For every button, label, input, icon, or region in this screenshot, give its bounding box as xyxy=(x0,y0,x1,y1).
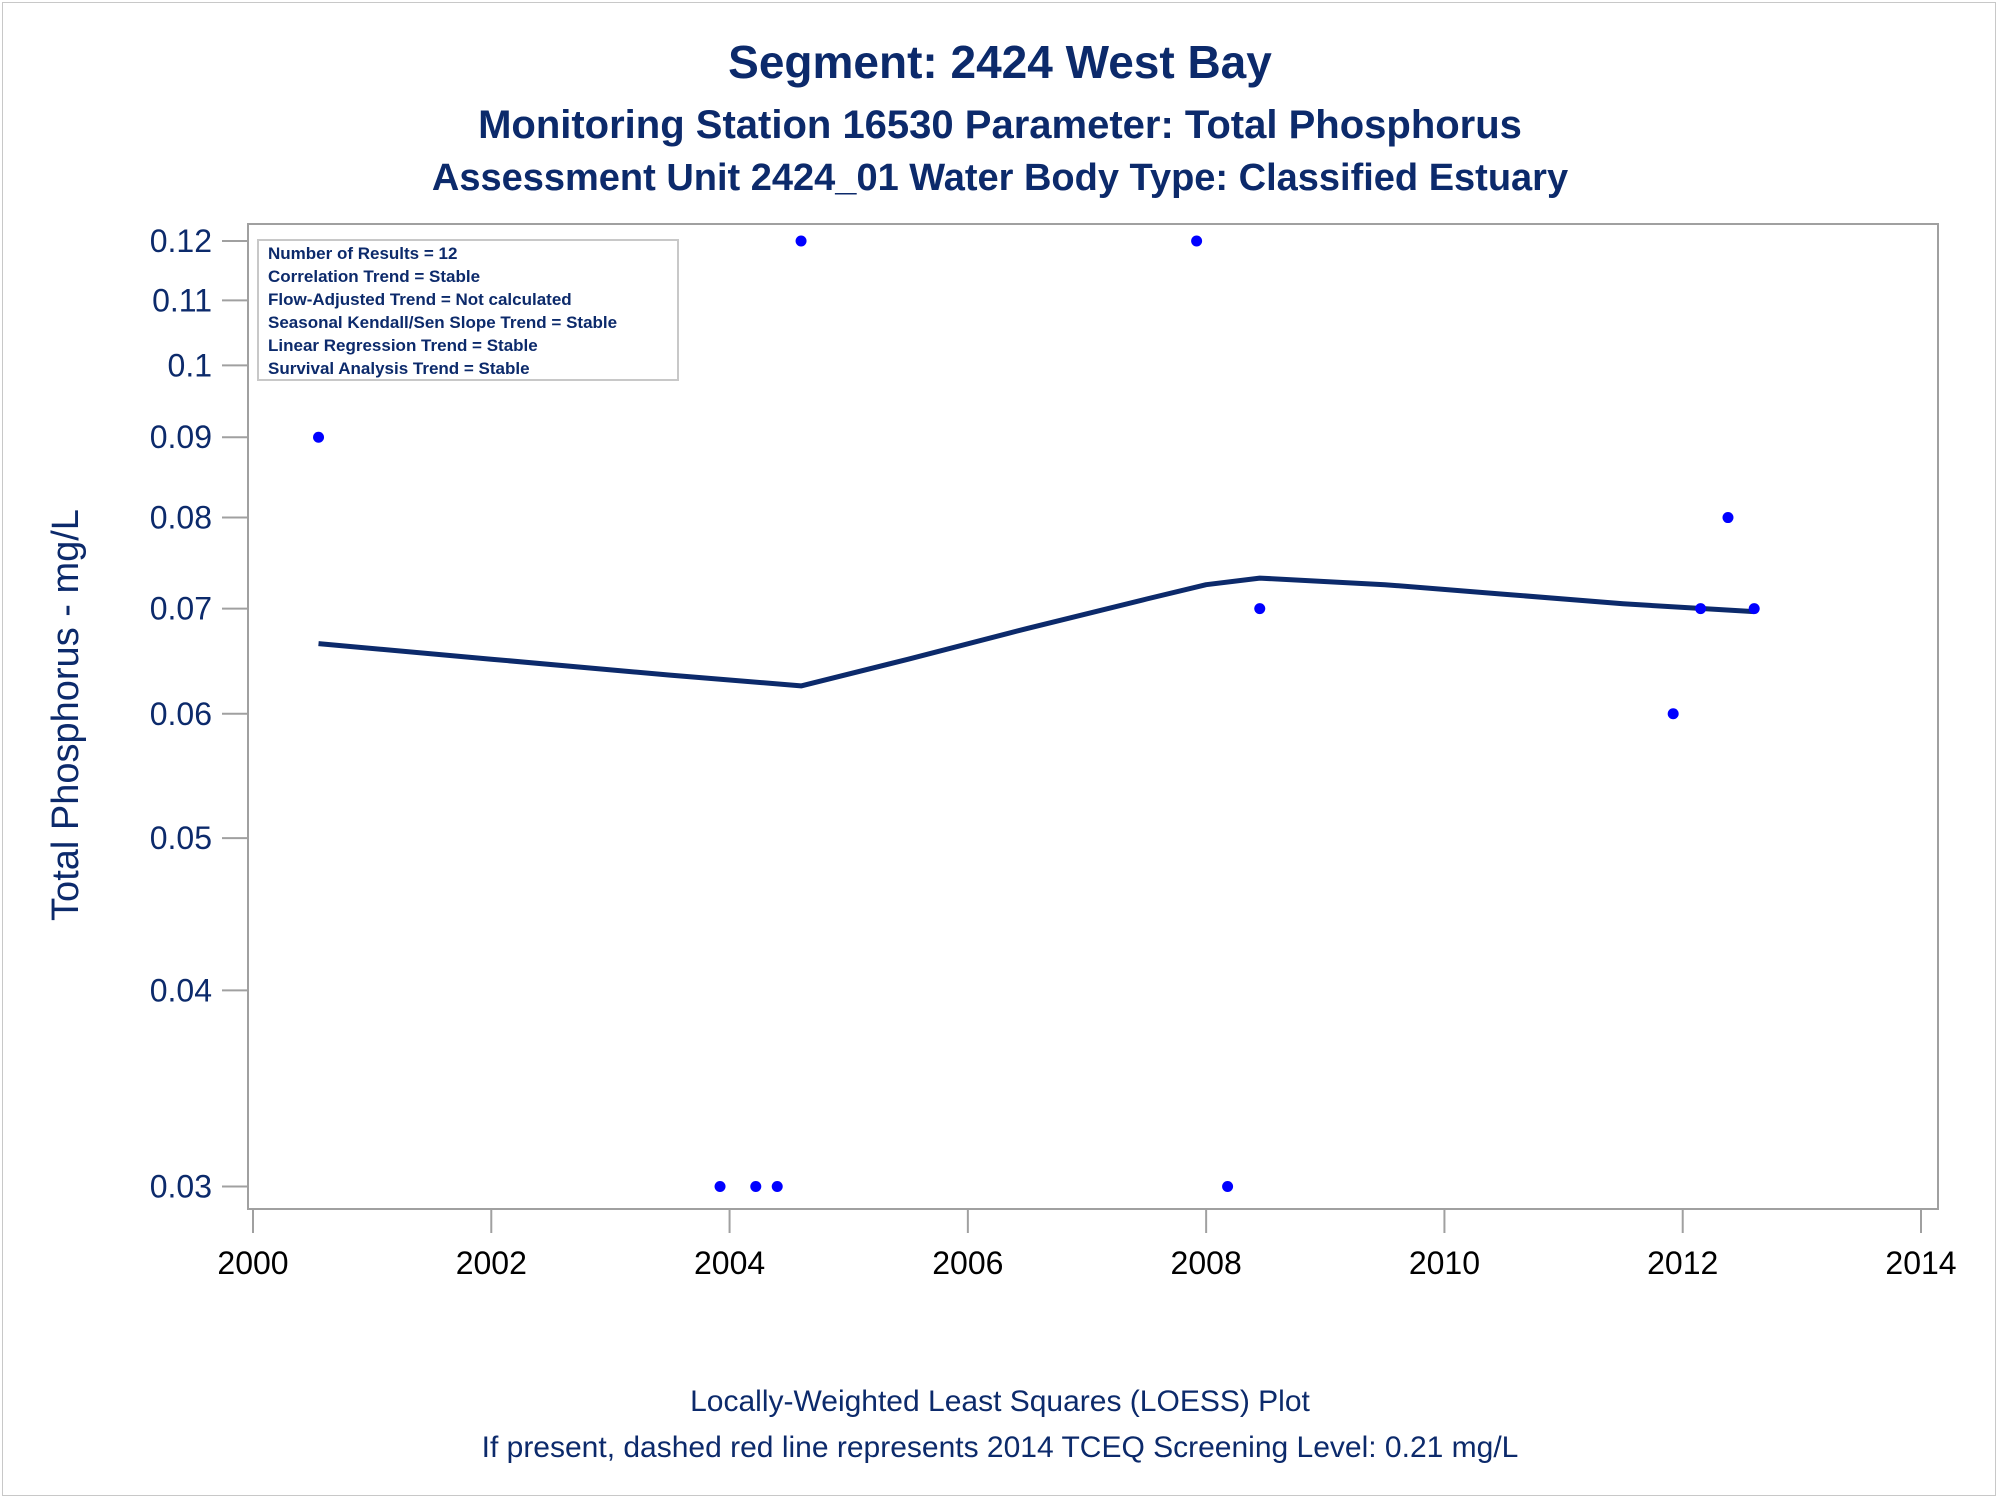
y-tick-label: 0.11 xyxy=(152,282,212,318)
y-tick-label: 0.12 xyxy=(150,223,212,259)
data-point xyxy=(714,1181,726,1193)
y-tick-label: 0.09 xyxy=(150,419,212,455)
data-point xyxy=(1722,512,1734,524)
x-tick-label: 2014 xyxy=(1885,1245,1956,1281)
footnote-1: Locally-Weighted Least Squares (LOESS) P… xyxy=(690,1385,1310,1418)
y-tick-label: 0.07 xyxy=(150,591,212,627)
y-axis: 0.03 0.04 0.05 0.06 0.07 0.08 0.09 0.1 0.11 0.12 xyxy=(150,223,248,1205)
x-tick-label: 2006 xyxy=(932,1245,1003,1281)
y-tick-label: 0.1 xyxy=(168,347,212,383)
x-tick-label: 2000 xyxy=(217,1245,288,1281)
footnote-2: If present, dashed red line represents 2… xyxy=(482,1431,1519,1464)
data-point xyxy=(1191,235,1203,247)
chart-subtitle: Monitoring Station 16530 Parameter: Tota… xyxy=(478,103,1522,147)
plot-area xyxy=(247,223,1939,1210)
stats-line-4: Seasonal Kendall/Sen Slope Trend = Stabl… xyxy=(268,313,617,332)
stats-line-1: Number of Results = 12 xyxy=(268,244,457,263)
x-tick-label: 2004 xyxy=(694,1245,765,1281)
data-points xyxy=(313,235,1760,1193)
data-point xyxy=(1695,603,1707,615)
x-tick-label: 2008 xyxy=(1171,1245,1242,1281)
stats-legend-box xyxy=(257,239,679,381)
x-axis: 2000 2002 2004 2006 2008 2010 2012 2014 xyxy=(217,1209,1957,1281)
stats-line-2: Correlation Trend = Stable xyxy=(268,267,480,286)
x-tick-label: 2010 xyxy=(1409,1245,1480,1281)
data-point xyxy=(313,431,325,443)
y-tick-label: 0.04 xyxy=(150,972,212,1008)
y-tick-label: 0.05 xyxy=(150,820,212,856)
data-point xyxy=(750,1181,762,1193)
x-tick-label: 2002 xyxy=(456,1245,527,1281)
data-point xyxy=(1222,1181,1234,1193)
stats-line-6: Survival Analysis Trend = Stable xyxy=(268,359,530,378)
y-tick-label: 0.08 xyxy=(150,500,212,536)
y-tick-label: 0.06 xyxy=(150,696,212,732)
chart-title: Segment: 2424 West Bay xyxy=(728,36,1272,88)
data-point xyxy=(1254,603,1266,615)
data-point xyxy=(1748,603,1760,615)
y-tick-label: 0.03 xyxy=(150,1169,212,1205)
stats-line-5: Linear Regression Trend = Stable xyxy=(268,336,538,355)
data-point xyxy=(1667,708,1679,720)
stats-line-3: Flow-Adjusted Trend = Not calculated xyxy=(268,290,572,309)
loess-line xyxy=(318,575,1755,689)
stats-legend: Number of Results = 12 Correlation Trend… xyxy=(257,239,679,381)
data-point xyxy=(771,1181,783,1193)
data-point xyxy=(795,235,807,247)
chart-subtitle-2: Assessment Unit 2424_01 Water Body Type:… xyxy=(432,157,1568,199)
y-axis-label: Total Phosphorus - mg/L xyxy=(45,509,87,921)
x-tick-label: 2012 xyxy=(1647,1245,1718,1281)
